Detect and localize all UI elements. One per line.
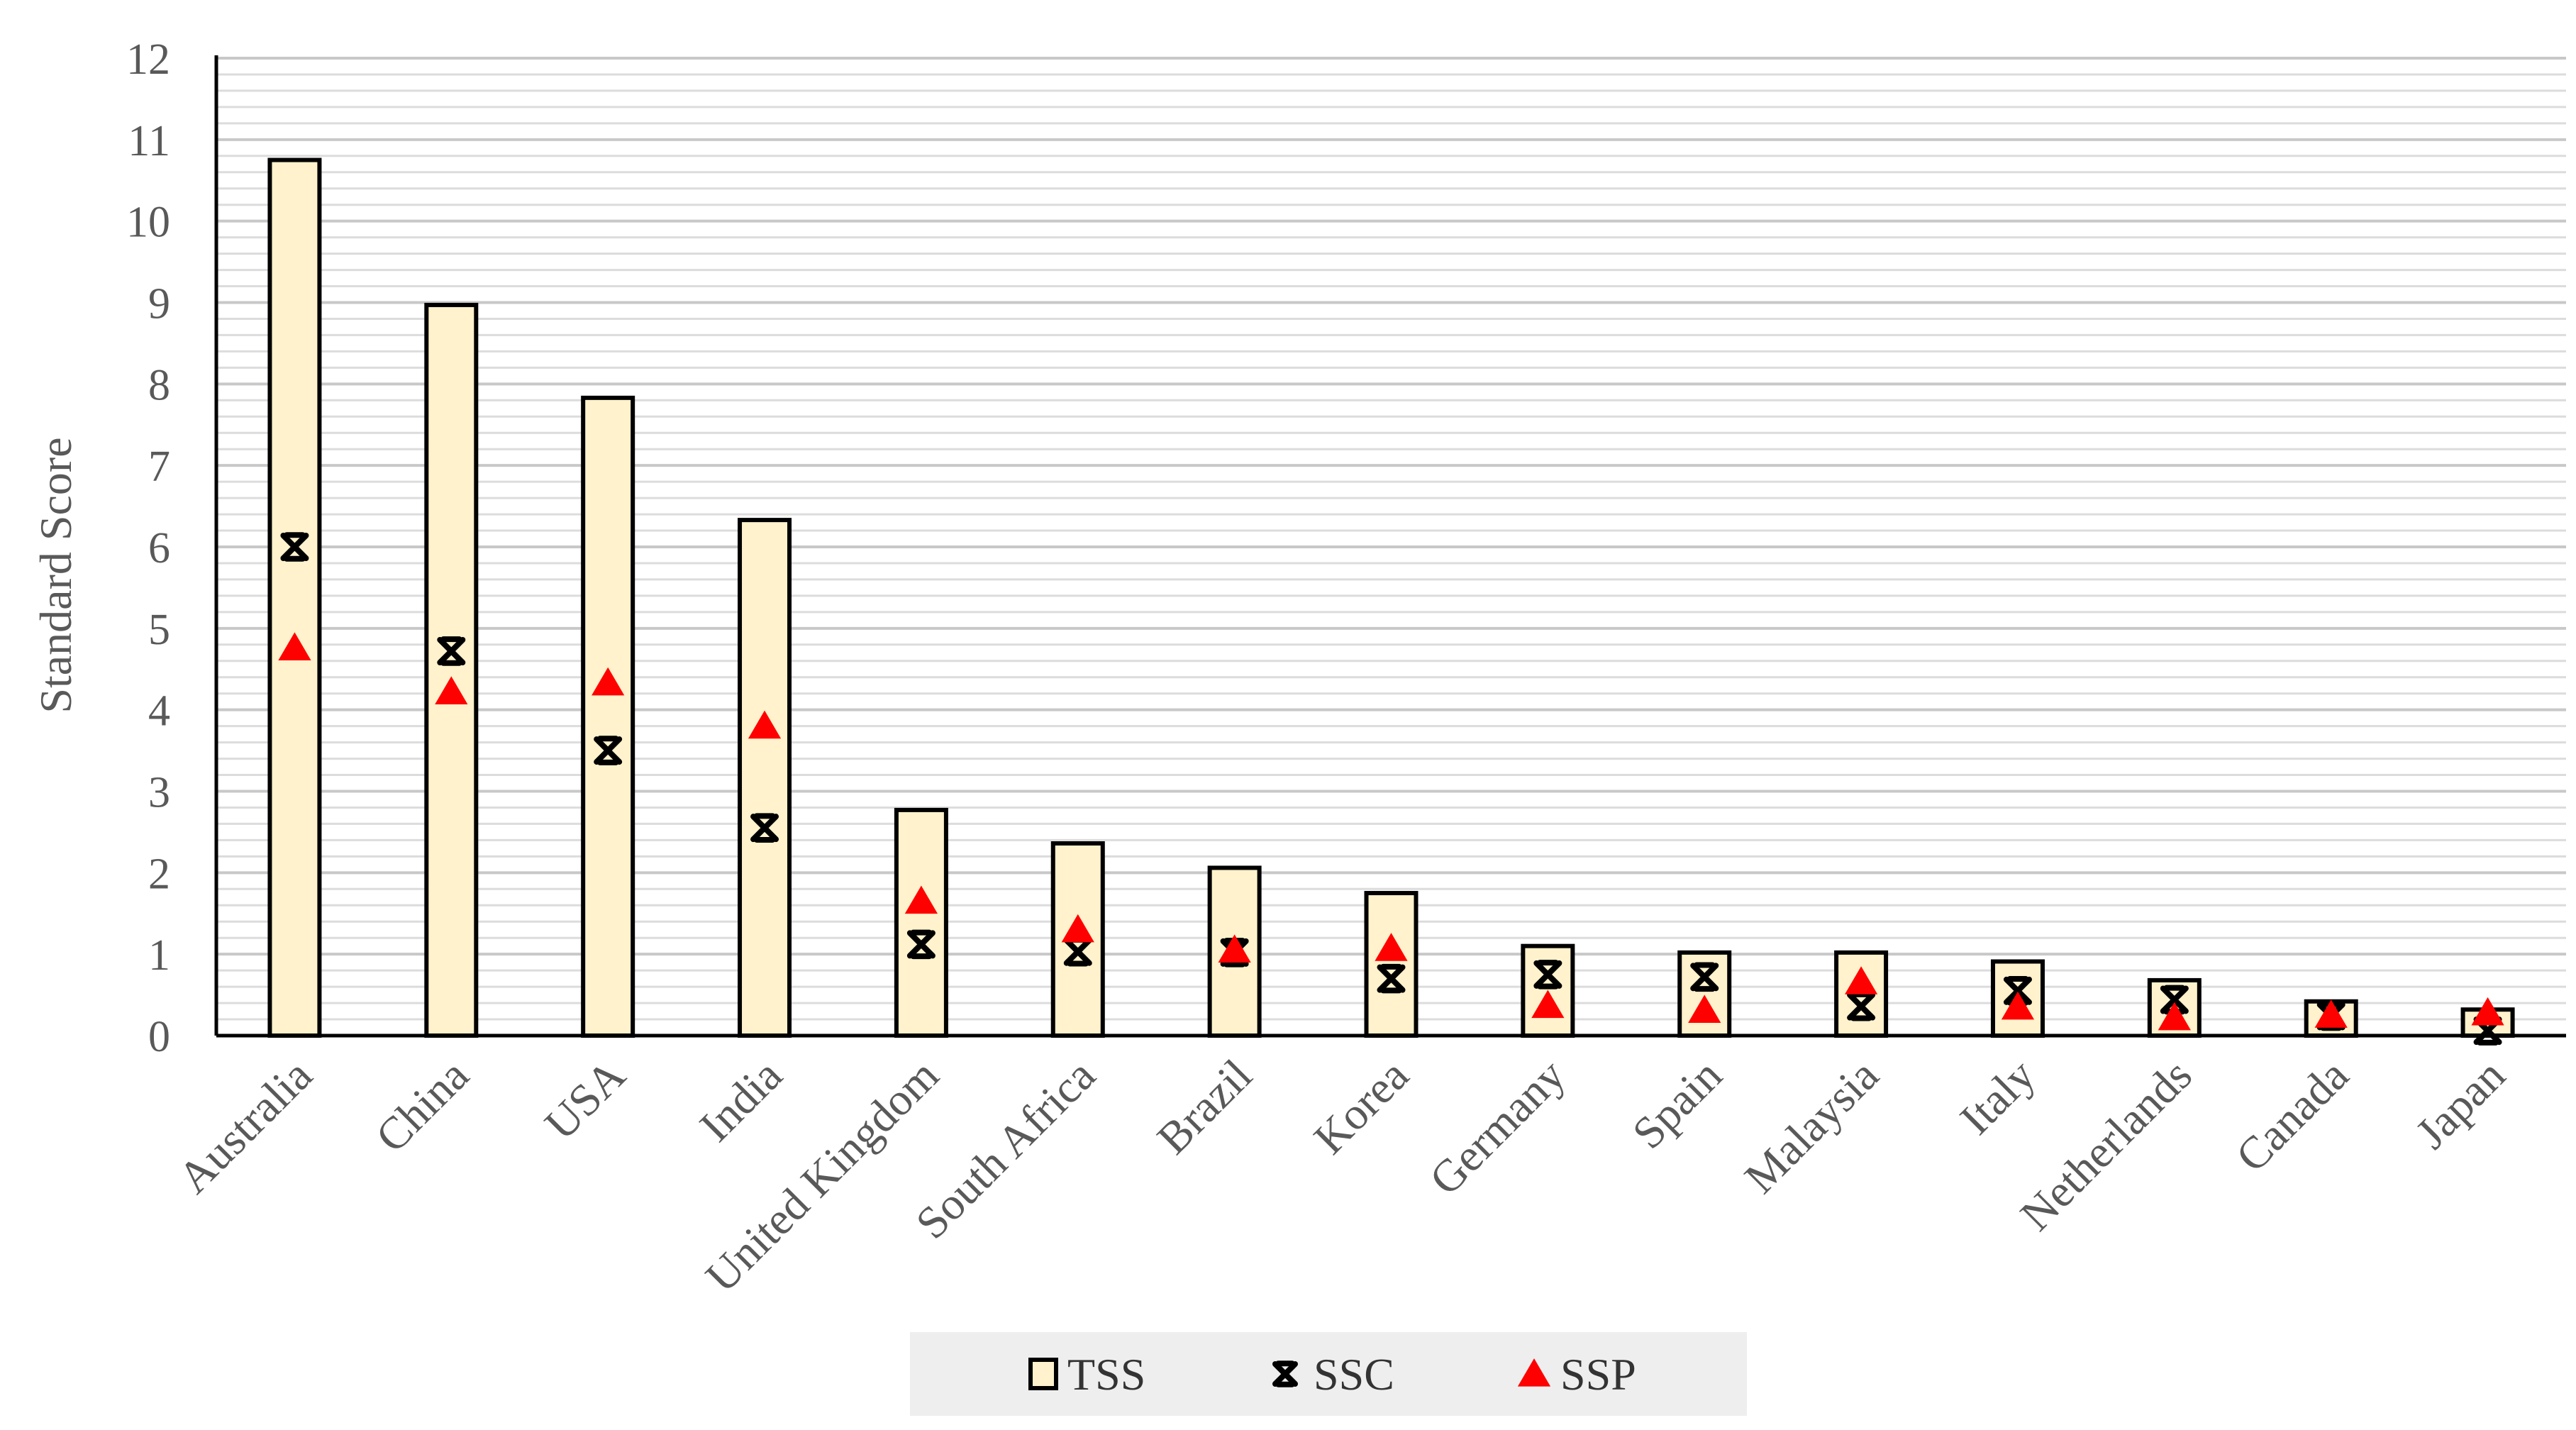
x-tick-label: Korea — [1304, 1050, 1419, 1164]
markers — [278, 532, 2504, 1046]
legend-swatch-ssc — [1272, 1360, 1298, 1387]
x-tick-label: Malaysia — [1735, 1050, 1888, 1203]
marker-ssc-germany — [1533, 960, 1562, 990]
marker-ssp-china — [435, 676, 468, 705]
marker-ssc-china — [437, 636, 466, 666]
marker-ssc-usa — [594, 736, 623, 765]
y-tick-label: 1 — [148, 931, 170, 980]
marker-ssp-korea — [1375, 933, 1408, 961]
x-tick-label: USA — [535, 1050, 635, 1150]
marker-ssp-germany — [1531, 990, 1565, 1019]
bar-tss-australia — [267, 157, 322, 1038]
bars — [267, 157, 2515, 1038]
y-tick-label: 7 — [148, 443, 170, 491]
bar-tss-india — [738, 518, 792, 1038]
x-tick-label: Australia — [168, 1050, 321, 1203]
y-tick-label: 9 — [148, 280, 170, 328]
marker-ssp-malaysia — [1845, 966, 1878, 994]
x-tick-label: Italy — [1950, 1050, 2045, 1144]
y-tick-label: 5 — [148, 606, 170, 654]
marker-ssp-south-africa — [1061, 914, 1094, 943]
x-tick-label: India — [690, 1050, 792, 1151]
legend-asterisk-ssc — [1272, 1360, 1298, 1387]
legend-label-ssc: SSC — [1314, 1349, 1394, 1399]
y-tick-label: 6 — [148, 524, 170, 572]
marker-ssp-brazil — [1218, 934, 1251, 963]
bar-tss-usa — [581, 395, 635, 1038]
marker-ssc-australia — [280, 532, 309, 562]
marker-ssc-spain — [1690, 962, 1719, 992]
x-tick-label: Brazil — [1148, 1050, 1262, 1164]
legend-label-tss: TSS — [1067, 1349, 1145, 1399]
x-tick-label: Canada — [2226, 1050, 2358, 1182]
y-tick-label: 8 — [148, 361, 170, 409]
marker-ssc-korea — [1377, 963, 1406, 994]
x-tick-label: Spain — [1623, 1050, 1731, 1158]
y-tick-label: 12 — [126, 35, 170, 84]
marker-ssp-canada — [2314, 999, 2348, 1028]
x-tick-label: Netherlands — [2011, 1050, 2202, 1241]
x-tick-label: China — [366, 1050, 478, 1162]
axes — [214, 55, 2566, 1038]
legend-label-ssp: SSP — [1560, 1349, 1636, 1399]
marker-ssp-australia — [278, 632, 311, 660]
marker-ssp-netherlands — [2158, 1002, 2191, 1031]
marker-ssp-usa — [592, 667, 625, 696]
legend: TSS SSC SSP — [910, 1332, 1747, 1416]
marker-ssp-japan — [2471, 997, 2504, 1026]
y-axis-label: Standard Score — [30, 437, 81, 713]
gridlines — [216, 57, 2566, 1021]
y-tick-label: 0 — [148, 1013, 170, 1061]
legend-swatch-ssp — [1517, 1358, 1551, 1387]
marker-ssp-spain — [1688, 994, 1721, 1024]
x-tick-label: Japan — [2406, 1050, 2514, 1158]
x-tick-label: Germany — [1420, 1050, 1575, 1205]
marker-ssp-india — [748, 710, 782, 739]
y-tick-label: 2 — [148, 850, 170, 898]
marker-ssc-united-kingdom — [906, 929, 936, 960]
marker-ssp-united-kingdom — [904, 885, 938, 914]
y-tick-label: 10 — [126, 199, 170, 247]
y-tick-label: 11 — [128, 117, 170, 165]
y-tick-label: 4 — [148, 687, 170, 736]
y-tick-label: 3 — [148, 769, 170, 817]
bar-tss-china — [424, 302, 479, 1038]
marker-ssc-india — [750, 813, 779, 843]
marker-ssp-italy — [2001, 991, 2035, 1020]
legend-swatch-tss — [1028, 1358, 1058, 1390]
bar-tss-united-kingdom — [894, 807, 948, 1038]
marker-ssc-malaysia — [1847, 991, 1876, 1021]
